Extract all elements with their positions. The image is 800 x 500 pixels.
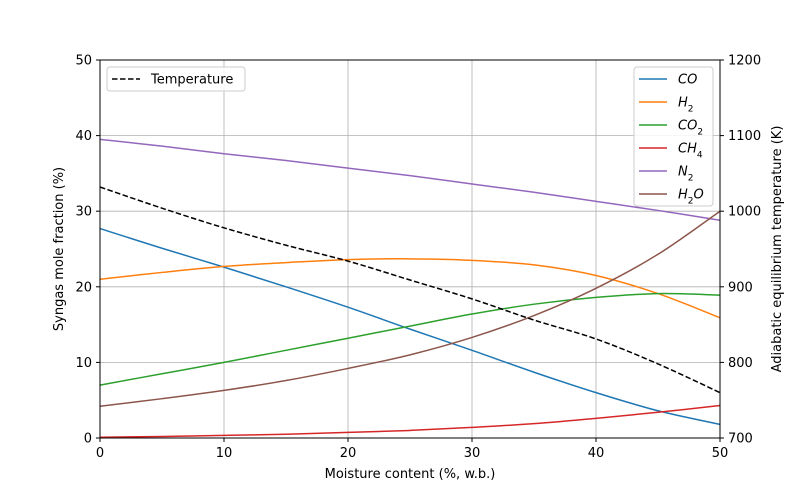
y-left-tick-label: 50 xyxy=(75,54,92,69)
series-line-0 xyxy=(99,227,721,426)
y-left-tick-label: 30 xyxy=(75,205,92,220)
ticks: 0 10 20 30 40 5001020304050700800900100011001… xyxy=(75,54,761,462)
legend-temperature-box xyxy=(106,66,246,92)
legend-temperature-label: Temperature xyxy=(150,73,233,88)
legend-species: CO H2 CO2 CH4 N2 H2O xyxy=(633,66,714,207)
legend-label-5: H2O xyxy=(678,188,704,207)
plot-lines xyxy=(99,138,721,438)
y-left-tick-label: 40 xyxy=(75,129,92,144)
plot-frame xyxy=(99,59,721,439)
temperature-line xyxy=(99,186,721,394)
y-right-tick-label: 1000 xyxy=(728,205,761,220)
x-tick-label: 50 xyxy=(712,446,729,461)
x-tick-label: 0 xyxy=(96,446,104,461)
y-left-tick-label: 20 xyxy=(75,280,92,295)
legend-label-4: N2 xyxy=(678,165,693,184)
y-right-tick-label: 1200 xyxy=(728,54,761,69)
x-tick-label: 10 xyxy=(216,446,233,461)
legend-label-0: CO xyxy=(678,73,697,88)
legend-label-2: CO2 xyxy=(678,119,703,138)
y-axis-left-label: Syngas mole fraction (%) xyxy=(52,167,67,331)
x-tick-label: 40 xyxy=(588,446,605,461)
series-line-3 xyxy=(99,404,721,438)
grid xyxy=(99,59,721,439)
y-right-tick-label: 700 xyxy=(728,432,753,447)
y-right-tick-label: 900 xyxy=(728,280,753,295)
legend-temperature: Temperature xyxy=(106,66,246,92)
y-axis-right-label: Adiabatic equilibrium temperature (K) xyxy=(770,126,785,373)
x-tick-label: 20 xyxy=(340,446,357,461)
y-left-tick-label: 0 xyxy=(84,432,92,447)
x-axis-label: Moisture content (%, w.b.) xyxy=(325,467,496,482)
x-tick-label: 30 xyxy=(464,446,481,461)
series-line-1 xyxy=(99,258,721,319)
y-right-tick-label: 1100 xyxy=(728,129,761,144)
series-line-2 xyxy=(99,292,721,386)
legend-label-1: H2 xyxy=(678,96,694,115)
series-line-5 xyxy=(99,210,721,407)
y-right-tick-label: 800 xyxy=(728,356,753,371)
y-left-tick-label: 10 xyxy=(75,356,92,371)
series-line-4 xyxy=(99,138,721,222)
legend-label-3: CH4 xyxy=(678,142,703,161)
